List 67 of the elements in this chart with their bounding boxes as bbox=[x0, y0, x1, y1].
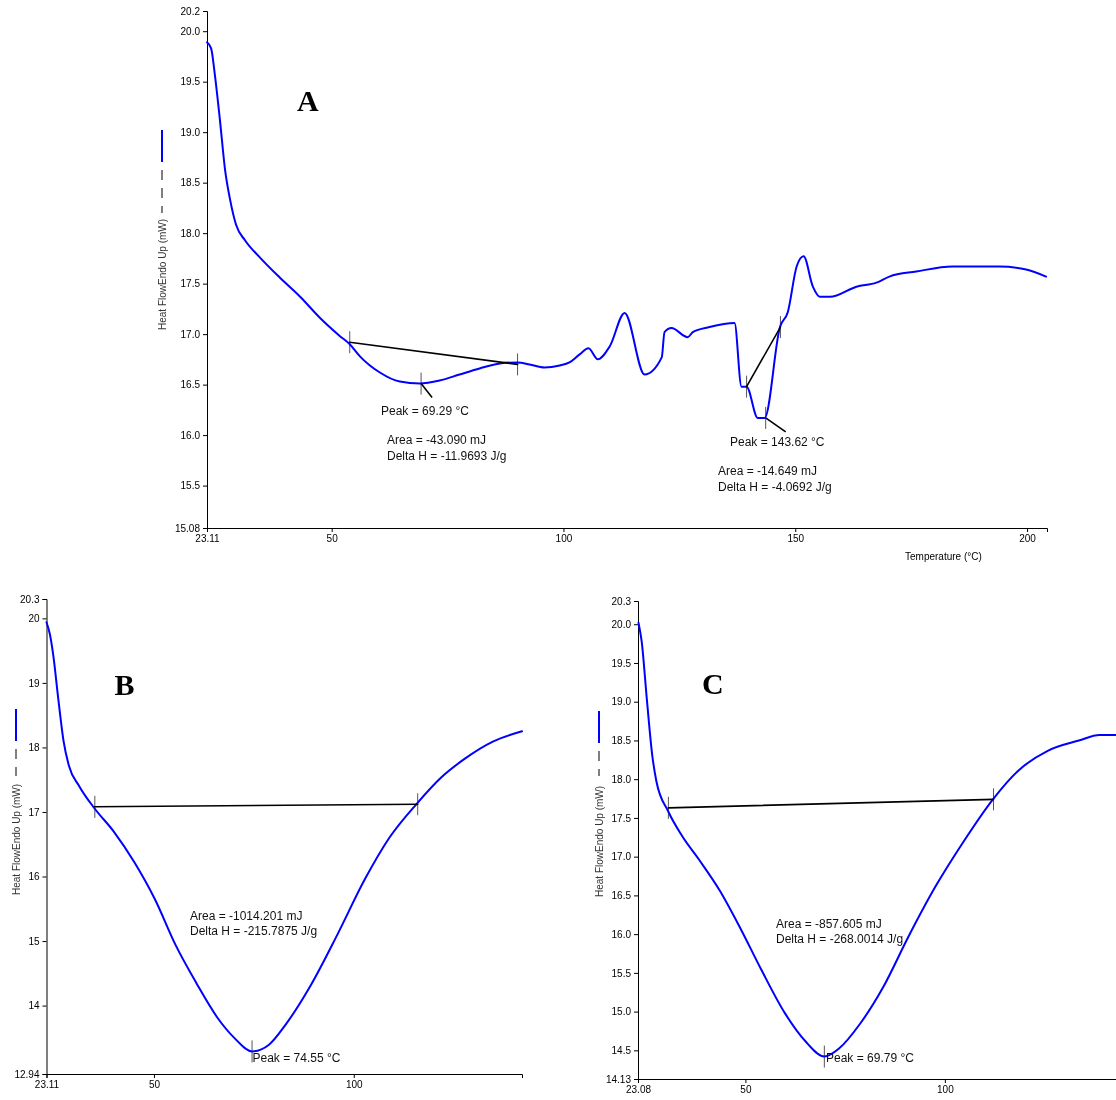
y-axis-title: Heat FlowEndo Up (mW) bbox=[156, 218, 168, 330]
y-tick-label: 20.3 bbox=[611, 595, 632, 607]
y-tick-label: 18.5 bbox=[180, 177, 201, 189]
annotation: Area = -1014.201 mJ bbox=[190, 909, 303, 923]
y-tick-label: 18.5 bbox=[611, 735, 632, 747]
y-tick-label: 15.5 bbox=[611, 967, 632, 979]
y-tick-label: 19.0 bbox=[611, 696, 632, 708]
y-tick-label: 17.5 bbox=[611, 812, 632, 824]
x-tick-label: 23.08 bbox=[625, 1084, 652, 1096]
x-tick-label: 23.11 bbox=[34, 1079, 60, 1091]
y-tick-label: 20.3 bbox=[20, 593, 40, 605]
y-tick-label: 12.94 bbox=[14, 1068, 40, 1080]
y-tick-label: 20.2 bbox=[180, 5, 201, 17]
y-tick-label: 16 bbox=[28, 871, 40, 883]
y-tick-label: 17 bbox=[28, 806, 40, 818]
x-tick-label: 100 bbox=[555, 533, 573, 545]
line-series bbox=[206, 41, 1048, 419]
y-tick-label: 15.5 bbox=[180, 480, 201, 492]
text: C bbox=[702, 667, 724, 700]
y-tick-label: 19 bbox=[28, 677, 40, 689]
y-tick-label: 18 bbox=[28, 742, 40, 754]
y-tick-label: 18.0 bbox=[180, 227, 201, 239]
y-tick-label: 20.0 bbox=[180, 25, 201, 37]
line-series bbox=[45, 621, 523, 1053]
x-tick-label: 50 bbox=[148, 1079, 161, 1091]
y-tick-label: 16.5 bbox=[180, 379, 201, 391]
y-tick-label: 17.0 bbox=[180, 328, 201, 340]
y-tick-label: 17.5 bbox=[180, 278, 201, 290]
x-tick-label: 100 bbox=[345, 1079, 364, 1091]
annotation: Area = -857.605 mJ bbox=[776, 917, 882, 931]
y-tick-label: 15 bbox=[28, 935, 40, 947]
annotation: Peak = 143.62 °C bbox=[730, 435, 825, 449]
annotation: Peak = 69.79 °C bbox=[826, 1051, 915, 1065]
x-tick-label: 150 bbox=[787, 533, 805, 545]
y-tick-label: 14.13 bbox=[605, 1073, 632, 1085]
y-tick-label: 19.5 bbox=[611, 657, 632, 669]
y-tick-label: 18.0 bbox=[611, 773, 632, 785]
annotation: Peak = 69.29 °C bbox=[381, 404, 470, 418]
y-tick-label: 19.5 bbox=[180, 76, 201, 88]
annotation: Delta H = -268.0014 J/g bbox=[776, 932, 904, 946]
annotation: Delta H = -11.9693 J/g bbox=[387, 449, 507, 463]
y-tick-label: 15.08 bbox=[174, 522, 201, 534]
y-tick-label: 15.0 bbox=[611, 1006, 632, 1018]
annotation: Area = -14.649 mJ bbox=[718, 464, 818, 478]
y-tick-label: 16.0 bbox=[611, 928, 632, 940]
x-tick-label: 50 bbox=[740, 1084, 752, 1096]
annotation: Area = -43.090 mJ bbox=[387, 433, 487, 447]
annotation: Delta H = -4.0692 J/g bbox=[718, 480, 832, 494]
y-tick-label: 14.5 bbox=[611, 1045, 632, 1057]
annotation: Delta H = -215.7875 J/g bbox=[190, 924, 318, 938]
y-tick-label: 20.0 bbox=[611, 618, 632, 630]
x-tick-label: 23.11 bbox=[195, 533, 221, 545]
y-axis-title: Heat FlowEndo Up (mW) bbox=[593, 785, 605, 897]
text: A bbox=[297, 84, 319, 117]
x-tick-label: 100 bbox=[937, 1084, 955, 1096]
x-tick-label: 200 bbox=[1019, 533, 1037, 545]
y-axis-title: Heat FlowEndo Up (mW) bbox=[10, 783, 22, 895]
y-tick-label: 16.5 bbox=[611, 890, 632, 902]
text: B bbox=[114, 668, 135, 701]
x-tick-label: 50 bbox=[326, 533, 339, 545]
y-tick-label: 14 bbox=[28, 1000, 40, 1012]
y-tick-label: 20 bbox=[28, 613, 40, 625]
annotation: Peak = 74.55 °C bbox=[252, 1051, 341, 1065]
x-axis-title: Temperature (°C) bbox=[905, 551, 982, 562]
y-tick-label: 16.0 bbox=[180, 429, 201, 441]
y-tick-label: 19.0 bbox=[180, 126, 201, 138]
y-tick-label: 17.0 bbox=[611, 851, 632, 863]
